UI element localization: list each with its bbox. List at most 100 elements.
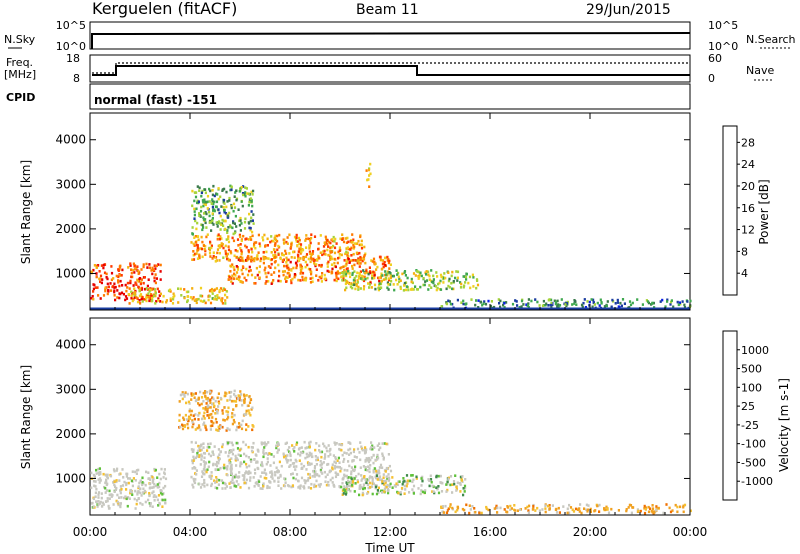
echo-cell [101, 278, 104, 281]
echo-cell [141, 300, 144, 303]
echo-cell [506, 510, 509, 514]
echo-cell [152, 490, 155, 493]
echo-cell [194, 413, 197, 416]
echo-cell [359, 262, 362, 265]
echo-cell [371, 477, 374, 481]
echo-cell [273, 260, 276, 264]
echo-cell [139, 487, 142, 490]
echo-cell [441, 275, 444, 279]
echo-cell [233, 268, 236, 272]
echo-cell [422, 277, 425, 280]
echo-cell [366, 276, 369, 280]
echo-cell [541, 304, 545, 307]
echo-cell [454, 276, 457, 280]
echo-cell [98, 502, 101, 505]
echo-cell [130, 479, 133, 483]
echo-cell [290, 473, 293, 476]
echo-cell [586, 508, 589, 512]
echo-cell [243, 220, 247, 224]
echo-cell [125, 289, 128, 293]
echo-cell [250, 199, 253, 202]
echo-cell [314, 484, 318, 488]
echo-cell [270, 282, 273, 285]
echo-cell [207, 452, 211, 456]
echo-cell [159, 278, 162, 281]
echo-cell [285, 256, 288, 260]
echo-cell [210, 229, 213, 232]
echo-cell [141, 483, 144, 487]
echo-cell [226, 417, 229, 421]
echo-cell [233, 254, 236, 258]
echo-cell [371, 492, 374, 496]
echo-cell [221, 445, 224, 449]
echo-cell [596, 504, 599, 508]
echo-cell [218, 220, 221, 223]
echo-cell [447, 299, 450, 303]
echo-cell [195, 301, 198, 305]
echo-cell [132, 477, 135, 480]
echo-cell [449, 483, 452, 487]
echo-cell [309, 487, 313, 490]
echo-cell [247, 257, 250, 261]
echo-cell [102, 294, 106, 297]
echo-cell [291, 472, 294, 475]
echo-cell [366, 492, 369, 495]
echo-cell [204, 253, 207, 256]
echo-cell [587, 504, 590, 507]
freq-frame [89, 54, 691, 83]
echo-cell [293, 250, 296, 254]
echo-cell [378, 475, 382, 478]
echo-cell [113, 490, 116, 493]
echo-cell [294, 477, 297, 481]
echo-cell [191, 189, 194, 193]
echo-cell [383, 442, 386, 445]
velocity-colorbar-label: Velocity [m s-1] [777, 378, 791, 472]
echo-cell [201, 240, 204, 244]
echo-cell [157, 263, 160, 266]
echo-cell [247, 238, 250, 241]
echo-cell [243, 474, 246, 477]
echo-cell [125, 483, 128, 487]
echo-cell [243, 481, 246, 485]
echo-cell [249, 228, 252, 232]
echo-cell [352, 238, 355, 242]
echo-cell [270, 475, 273, 479]
echo-cell [204, 424, 207, 428]
echo-cell [364, 466, 367, 469]
echo-cell [257, 484, 260, 487]
echo-cell [318, 275, 321, 279]
echo-cell [273, 480, 276, 483]
echo-cell [386, 286, 389, 290]
echo-cell [306, 461, 310, 464]
echo-cell [159, 300, 162, 303]
echo-cell [95, 272, 98, 275]
echo-cell [232, 448, 235, 452]
echo-cell [288, 446, 291, 449]
echo-cell [209, 390, 212, 394]
echo-cell [387, 491, 390, 495]
echo-cell [625, 508, 628, 511]
echo-cell [203, 417, 206, 420]
echo-cell [178, 419, 181, 422]
echo-cell [191, 461, 194, 465]
echo-cell [216, 251, 219, 255]
echo-cell [639, 509, 642, 513]
echo-cell [377, 276, 380, 280]
echo-cell [210, 389, 213, 393]
echo-cell [227, 240, 231, 244]
echo-cell [424, 271, 427, 275]
echo-cell [289, 260, 292, 264]
echo-cell [348, 484, 351, 488]
echo-cell [220, 223, 223, 226]
echo-cell [243, 227, 247, 230]
echo-cell [136, 265, 139, 268]
echo-cell [145, 287, 148, 290]
echo-cell [276, 234, 279, 238]
echo-cell [364, 478, 367, 481]
echo-cell [616, 298, 619, 302]
echo-cell [302, 257, 305, 260]
echo-cell [240, 249, 243, 252]
echo-cell [376, 458, 379, 461]
echo-cell [364, 271, 367, 275]
